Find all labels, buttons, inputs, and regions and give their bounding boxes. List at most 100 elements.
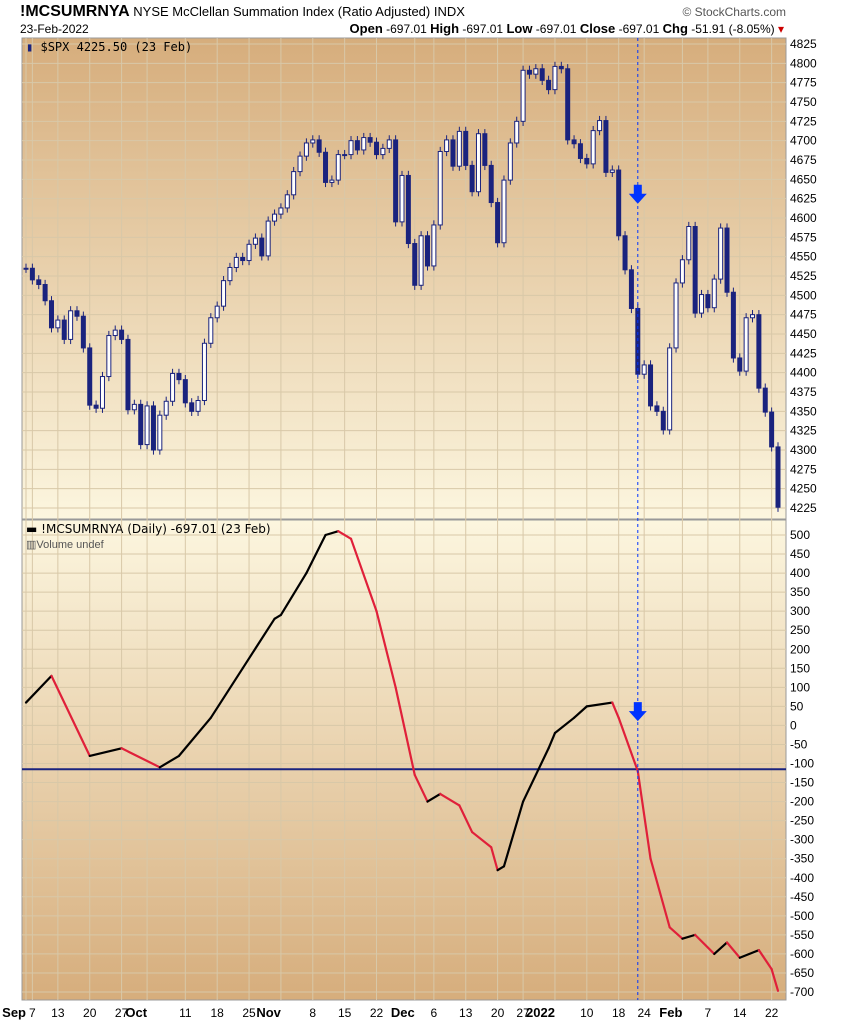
indicator-segment: [177, 716, 212, 757]
candle: [501, 179, 507, 244]
indicator-y-tick: 450: [790, 547, 810, 561]
indicator-y-tick: 0: [790, 718, 797, 732]
price-y-tick: 4700: [790, 134, 817, 148]
indicator-segment: [458, 804, 474, 834]
x-tick-label: 24: [637, 1006, 651, 1020]
candle: [628, 269, 634, 309]
indicator-segment: [547, 731, 557, 750]
candle: [227, 266, 233, 282]
candle: [310, 139, 316, 144]
description: NYSE McClellan Summation Index (Ratio Ad…: [133, 4, 431, 19]
indicator-segment: [158, 754, 181, 769]
indicator-legend: ▬ !MCSUMRNYA (Daily) -697.01 (23 Feb): [26, 522, 271, 536]
x-tick-label: 6: [431, 1006, 438, 1020]
indicator-segment: [770, 968, 780, 992]
candle: [144, 405, 150, 446]
candle: [170, 372, 176, 402]
indicator-y-tick: -150: [790, 776, 814, 790]
candle: [444, 139, 450, 152]
x-tick-label: 10: [580, 1006, 594, 1020]
x-tick-label: 2022: [526, 1005, 555, 1020]
candle: [431, 224, 437, 267]
indicator-y-tick: 500: [790, 528, 810, 542]
indicator-segment: [681, 933, 697, 940]
candle: [157, 414, 163, 451]
candle: [380, 147, 386, 156]
candle: [552, 65, 558, 91]
indicator-segment: [324, 530, 340, 537]
indicator-segment: [649, 857, 671, 929]
indicator-segment: [611, 701, 620, 719]
candle: [61, 319, 67, 340]
price-y-tick: 4450: [790, 327, 817, 341]
candle: [711, 278, 717, 309]
x-tick-label: 22: [370, 1006, 384, 1020]
candle: [284, 194, 290, 209]
volume-icon: ▥: [26, 539, 37, 551]
indicator-segment: [572, 705, 588, 719]
indicator-segment: [553, 716, 576, 735]
candle: [520, 69, 526, 122]
price-y-tick: 4625: [790, 192, 817, 206]
down-arrow-icon: [628, 702, 647, 722]
x-tick-label: 18: [612, 1006, 626, 1020]
candle: [654, 405, 660, 412]
candle: [686, 226, 692, 261]
indicator-y-tick: 250: [790, 623, 810, 637]
low-label: Low: [506, 21, 533, 36]
ohlc-readout: Open -697.01 High -697.01 Low -697.01 Cl…: [350, 21, 784, 36]
price-panel: [21, 37, 787, 520]
price-y-tick: 4775: [790, 76, 817, 90]
candle: [329, 179, 335, 183]
price-legend: ▮ $SPX 4225.50 (23 Feb): [26, 40, 192, 54]
indicator-y-tick: -100: [790, 757, 814, 771]
candle: [138, 403, 144, 446]
candle: [36, 279, 42, 286]
indicator-segment: [375, 610, 397, 689]
candle: [354, 140, 360, 151]
candle: [74, 310, 80, 317]
candle: [526, 69, 532, 75]
x-tick-label: Nov: [256, 1005, 281, 1020]
indicator-y-tick: -50: [790, 737, 808, 751]
candle: [399, 174, 405, 223]
chg-value: -51.91 (-8.05%): [691, 22, 775, 36]
x-tick-label: 27: [115, 1006, 129, 1020]
candle: [208, 317, 214, 344]
price-y-tick: 4525: [790, 269, 817, 283]
candle: [259, 237, 265, 257]
indicator-segment: [413, 773, 429, 803]
low-value: -697.01: [535, 22, 577, 36]
indicator-segment: [636, 770, 652, 860]
candle: [679, 259, 685, 284]
x-tick-label: Dec: [391, 1005, 415, 1020]
candle: [660, 410, 666, 431]
close-value: -697.01: [618, 22, 660, 36]
indicator-segment: [617, 716, 639, 773]
chart-title: !MCSUMRNYA NYSE McClellan Summation Inde…: [20, 3, 465, 21]
indicator-segment: [585, 701, 614, 708]
indicator-y-tick: 100: [790, 680, 810, 694]
candle: [361, 137, 367, 151]
candle: [163, 400, 169, 416]
candle: [762, 387, 768, 413]
candle: [106, 335, 112, 378]
candle: [125, 338, 131, 411]
candle: [80, 315, 86, 349]
candle: [182, 379, 188, 404]
indicator-y-tick: 350: [790, 585, 810, 599]
candle-icon: ▮: [26, 40, 34, 54]
candle: [386, 139, 392, 149]
open-label: Open: [349, 21, 383, 36]
header-date: 23-Feb-2022: [20, 22, 89, 36]
indicator-segment: [394, 686, 416, 777]
candle: [55, 319, 61, 329]
candle: [533, 68, 539, 75]
candle: [571, 139, 577, 145]
indicator-segment: [426, 792, 442, 803]
indicator-segment: [120, 747, 161, 769]
volume-legend-text: Volume undef: [36, 539, 104, 551]
indicator-segment: [757, 949, 773, 971]
high-value: -697.01: [462, 22, 504, 36]
